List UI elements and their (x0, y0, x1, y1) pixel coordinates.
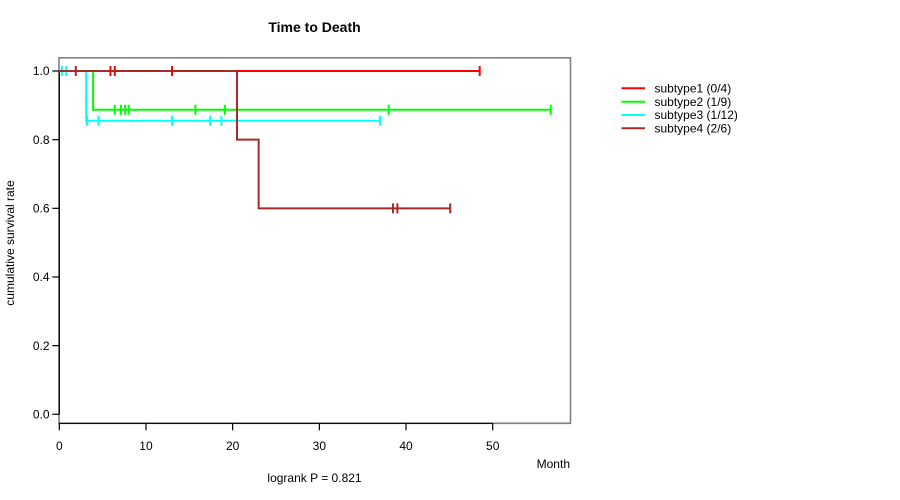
y-tick-label: 0.2 (33, 339, 50, 353)
y-axis-title: cumulative survival rate (3, 180, 17, 306)
logrank-p-annotation: logrank P = 0.821 (267, 471, 362, 485)
y-tick-label: 0.0 (33, 408, 50, 422)
legend-item-subtype3: subtype3 (1/12) (621, 108, 738, 122)
x-tick-label: 30 (313, 439, 327, 453)
x-tick-label: 20 (226, 439, 240, 453)
legend-item-subtype2: subtype2 (1/9) (621, 95, 732, 109)
x-axis-title: Month (537, 457, 570, 471)
survival-curve-subtype4 (59, 70, 451, 210)
legend-item-subtype1: subtype1 (0/4) (621, 82, 732, 96)
y-tick-label: 1.0 (33, 64, 50, 78)
chart-title: Time to Death (268, 19, 360, 35)
legend-label-subtype3: subtype3 (1/12) (655, 108, 738, 122)
legend: subtype1 (0/4) subtype2 (1/9) subtype3 (… (621, 82, 738, 136)
survival-curves (59, 66, 552, 214)
survival-curve-subtype2 (59, 70, 551, 111)
legend-label-subtype1: subtype1 (0/4) (655, 82, 732, 96)
x-tick-label: 0 (56, 439, 63, 453)
x-tick-label: 50 (486, 439, 500, 453)
legend-label-subtype4: subtype4 (2/6) (655, 122, 732, 136)
axes: 0 10 20 30 40 50 0.0 0.2 0.4 0.6 0.8 1.0 (33, 64, 500, 453)
y-tick-label: 0.6 (33, 202, 50, 216)
survival-curve-subtype3 (59, 70, 381, 122)
y-tick-label: 0.8 (33, 133, 50, 147)
legend-label-subtype2: subtype2 (1/9) (655, 95, 732, 109)
y-tick-label: 0.4 (33, 270, 50, 284)
legend-item-subtype4: subtype4 (2/6) (621, 122, 732, 136)
x-tick-label: 40 (399, 439, 413, 453)
plot-box (58, 56, 572, 425)
x-tick-label: 10 (139, 439, 153, 453)
